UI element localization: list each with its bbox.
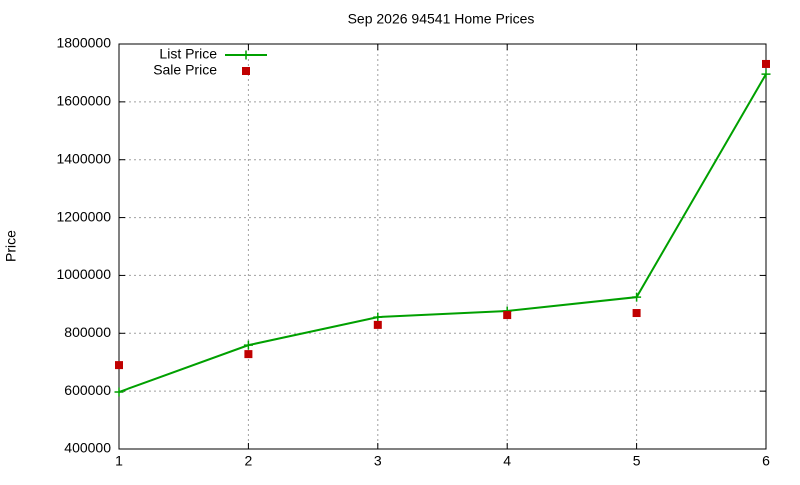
y-tick-label: 1600000 xyxy=(56,93,111,109)
point-marker xyxy=(762,59,770,68)
legend-marker xyxy=(241,50,251,60)
x-tick-label: 4 xyxy=(503,453,511,469)
legend-marker xyxy=(242,67,250,75)
point-marker xyxy=(632,292,642,302)
point-marker xyxy=(373,320,382,329)
legend-label: List Price xyxy=(159,46,217,62)
y-tick-label: 1000000 xyxy=(56,266,111,282)
x-tick-label: 6 xyxy=(762,453,770,469)
point-marker xyxy=(115,361,123,370)
legend-label: Sale Price xyxy=(153,62,217,78)
y-tick-label: 1800000 xyxy=(56,35,111,51)
point-marker xyxy=(243,340,253,350)
point-marker xyxy=(114,387,124,397)
x-tick-label: 2 xyxy=(245,453,253,469)
chart-title: Sep 2026 94541 Home Prices xyxy=(348,11,535,27)
point-marker xyxy=(632,309,641,318)
y-tick-label: 800000 xyxy=(64,324,111,340)
x-tick-label: 3 xyxy=(374,453,382,469)
y-axis-label: Price xyxy=(3,230,19,262)
point-marker xyxy=(244,350,253,359)
x-tick-label: 1 xyxy=(115,453,123,469)
point-marker xyxy=(503,311,512,320)
plot-border xyxy=(118,43,767,450)
y-tick-label: 1200000 xyxy=(56,208,111,224)
y-tick-label: 400000 xyxy=(64,440,111,456)
x-tick-label: 5 xyxy=(633,453,641,469)
series-line xyxy=(118,73,767,393)
point-marker xyxy=(761,69,771,79)
y-tick-label: 1400000 xyxy=(56,150,111,166)
y-tick-label: 600000 xyxy=(64,382,111,398)
point-marker xyxy=(373,312,383,322)
